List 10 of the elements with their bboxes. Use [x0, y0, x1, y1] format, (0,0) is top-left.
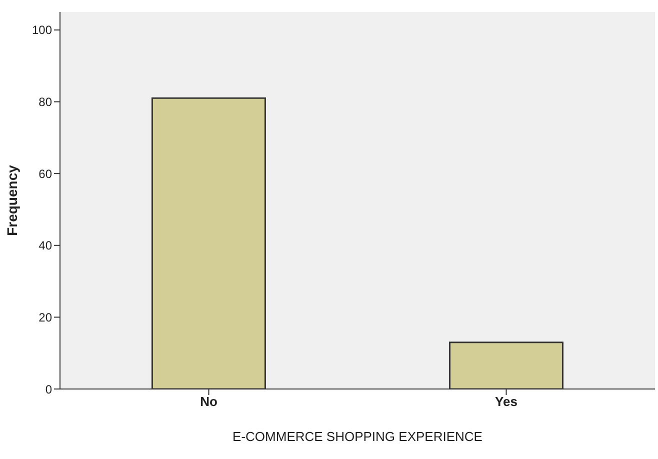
y-tick-label: 60: [38, 166, 52, 181]
y-tick-label: 100: [32, 23, 52, 38]
x-tick-label: No: [200, 394, 218, 410]
x-tick-label: Yes: [495, 394, 518, 410]
y-tick-label: 80: [38, 95, 52, 110]
y-tick-label: 40: [38, 238, 52, 253]
y-tick-label: 0: [45, 382, 52, 396]
x-axis-title: E-COMMERCE SHOPPING EXPERIENCE: [232, 429, 483, 444]
y-axis-title: Frequency: [4, 164, 20, 236]
y-tick-label: 20: [38, 310, 52, 324]
